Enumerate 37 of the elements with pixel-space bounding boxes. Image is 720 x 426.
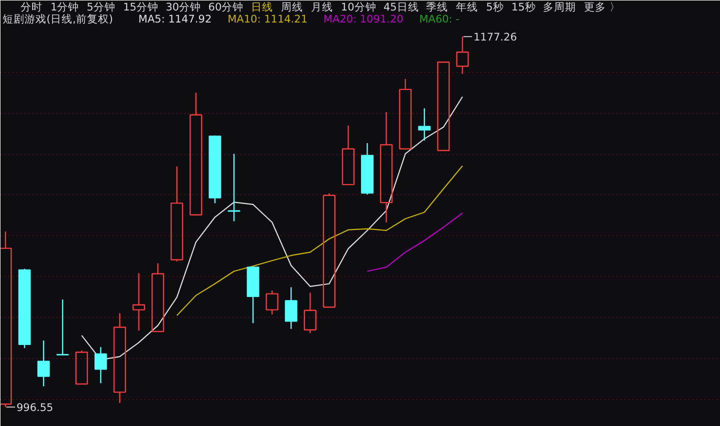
annotation: 季线 — [426, 0, 448, 14]
candlestick — [56, 298, 69, 356]
text: 多周期 — [543, 2, 576, 14]
annotation: 年线 — [456, 0, 478, 14]
annotation: 30分钟 — [166, 2, 202, 14]
candlestick — [342, 124, 355, 186]
annotation: 996.55 — [16, 402, 54, 414]
candlestick — [152, 262, 164, 332]
annotation: 周线 — [280, 0, 303, 14]
annotation: 15分钟 — [123, 2, 158, 14]
candlestick — [113, 312, 126, 404]
text: MA10: 1114.21 — [228, 14, 308, 26]
text: 短剧游戏(日线,前复权) — [2, 12, 114, 26]
text: MA5: 1147.92 — [138, 14, 212, 26]
annotation: 分时 — [20, 0, 42, 14]
annotation: 5分钟 — [86, 2, 116, 14]
annotation: 1分钟 — [50, 2, 80, 14]
candlestick — [190, 92, 202, 216]
annotation: 60分钟 — [208, 2, 244, 14]
annotation: 日线 — [250, 0, 273, 14]
candlestick — [418, 108, 431, 142]
text: 15秒 — [511, 2, 536, 14]
candlestick — [380, 111, 393, 224]
text: 1177.26 — [473, 32, 518, 44]
text: 更多 〉 — [584, 2, 620, 14]
annotation: 45日线 — [384, 0, 419, 14]
candlestick — [322, 192, 336, 308]
candlestick — [399, 78, 412, 150]
text: 5秒 — [486, 2, 504, 14]
candlestick — [437, 62, 450, 152]
legend-label: MA60: - — [419, 14, 460, 26]
text: MA20: 1091.20 — [323, 14, 404, 26]
annotation: 月线 — [310, 0, 333, 14]
candlestick — [37, 340, 50, 387]
annotation: 10分钟 — [340, 2, 376, 14]
candlestick — [94, 346, 107, 384]
candlestick — [132, 272, 146, 332]
